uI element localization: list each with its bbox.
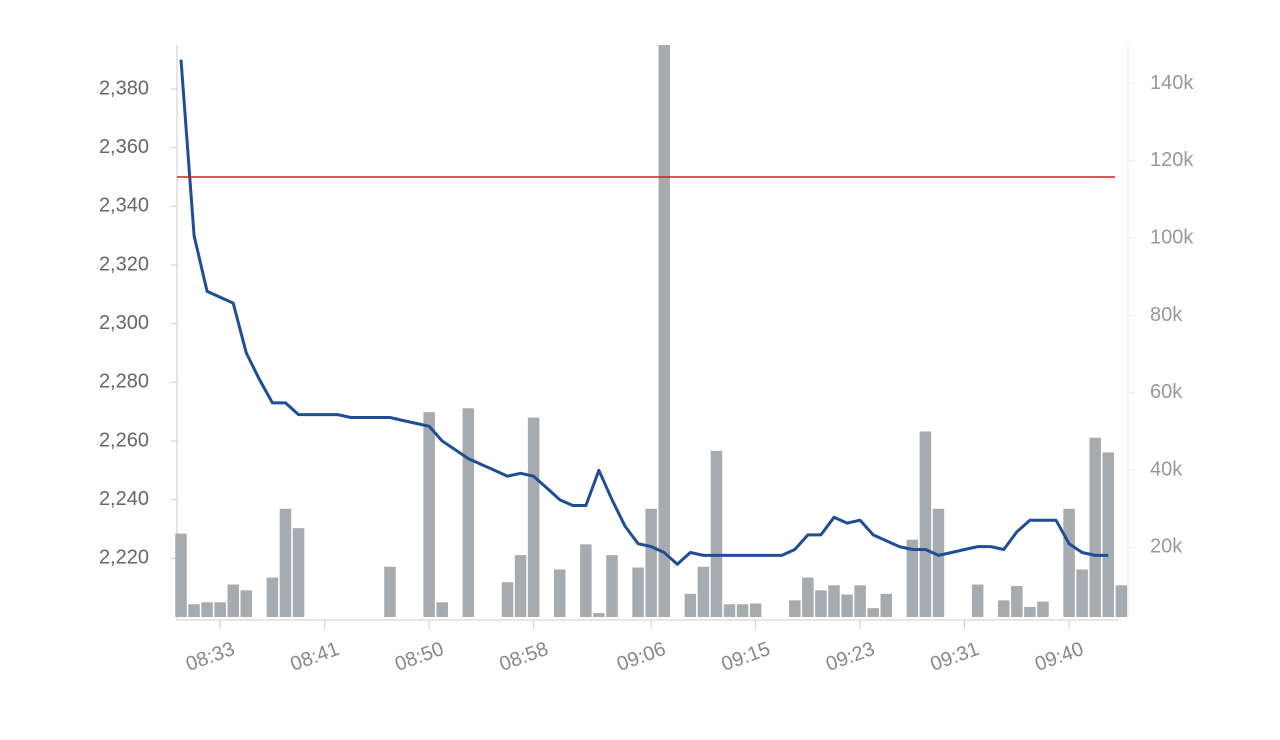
volume-bar — [240, 590, 253, 617]
y-tick-label: 2,260 — [99, 429, 149, 451]
volume-bar — [527, 417, 540, 617]
volume-bar — [436, 602, 448, 617]
x-tick-label: 09:15 — [719, 638, 774, 676]
volume-bar — [384, 566, 396, 617]
volume-bar — [279, 508, 292, 617]
volume-bar — [1024, 606, 1036, 617]
y-tick-label: 2,380 — [99, 77, 149, 99]
volume-bar — [606, 555, 618, 617]
volume-bar — [201, 602, 213, 617]
volume-bar — [632, 567, 644, 617]
volume-bar — [841, 594, 853, 617]
volume-bar — [971, 584, 984, 617]
volume-bar — [593, 613, 605, 617]
volume-bar — [553, 569, 566, 617]
y2-tick-label: 20k — [1150, 536, 1183, 558]
volume-bar — [828, 585, 840, 617]
volume-bar — [710, 450, 723, 617]
price-line — [179, 59, 1109, 566]
volume-bar — [580, 544, 592, 617]
x-tick-label: 09:40 — [1032, 638, 1087, 676]
volume-bar — [697, 566, 710, 617]
y2-tick-label: 80k — [1150, 304, 1183, 326]
y-tick-label: 2,360 — [99, 136, 149, 158]
y-tick-label: 2,220 — [99, 547, 149, 569]
volume-bar — [802, 577, 814, 617]
y-tick-label: 2,300 — [99, 312, 149, 334]
volume-bar — [292, 528, 305, 617]
volume-bar — [175, 533, 187, 617]
y2-tick-label: 40k — [1150, 458, 1183, 480]
y2-tick-label: 140k — [1150, 72, 1194, 94]
y-tick-label: 2,240 — [99, 488, 149, 510]
volume-bar — [1063, 508, 1075, 617]
y-tick-label: 2,340 — [99, 195, 149, 217]
volume-bar — [188, 604, 200, 617]
volume-bar — [867, 608, 879, 617]
y2-tick-label: 60k — [1150, 381, 1183, 403]
volume-bar — [789, 600, 801, 617]
y2-tick-label: 120k — [1150, 149, 1194, 171]
volume-bar — [1115, 585, 1128, 617]
x-tick-label: 09:23 — [823, 638, 878, 676]
volume-bar — [1076, 569, 1088, 617]
volume-bar — [1011, 586, 1023, 617]
y2-tick-label: 100k — [1150, 227, 1194, 249]
volume-bar — [880, 593, 892, 617]
volume-bar — [501, 582, 514, 617]
x-tick-label: 08:58 — [497, 638, 552, 676]
volume-bar — [514, 555, 527, 617]
volume-bar — [998, 600, 1010, 617]
x-tick-label: 08:33 — [183, 638, 238, 676]
volume-bar — [854, 585, 866, 617]
x-tick-label: 08:50 — [392, 638, 447, 676]
volume-bar — [815, 590, 827, 617]
volume-bar — [423, 412, 435, 617]
volume-bar — [1102, 452, 1115, 617]
volume-bar — [214, 602, 226, 617]
volume-bar — [227, 584, 239, 617]
volume-bar — [266, 577, 279, 617]
volume-bar — [462, 408, 475, 617]
volume-bar — [684, 593, 697, 617]
x-tick-label: 09:06 — [614, 638, 669, 676]
volume-bar — [906, 539, 919, 617]
volume-bar — [919, 431, 932, 617]
y-tick-label: 2,320 — [99, 253, 149, 275]
x-tick-label: 09:31 — [928, 638, 983, 676]
plot-area — [175, 45, 1128, 617]
y-tick-label: 2,280 — [99, 371, 149, 393]
x-tick-label: 08:41 — [288, 638, 343, 676]
volume-bar — [932, 508, 945, 617]
volume-bar — [658, 45, 670, 617]
volume-bar — [645, 508, 657, 617]
volume-bar — [736, 604, 749, 617]
volume-bar — [1037, 601, 1049, 617]
volume-bar — [749, 603, 762, 617]
volume-bar — [723, 604, 736, 617]
volume-bar — [1089, 437, 1101, 617]
